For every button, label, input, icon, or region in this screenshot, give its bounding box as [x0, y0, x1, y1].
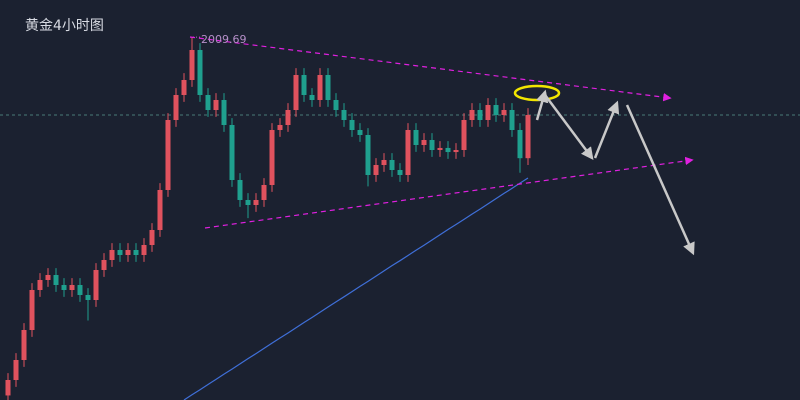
- candle-body: [277, 125, 283, 130]
- resistance-line: [189, 36, 672, 102]
- candle-body: [61, 285, 67, 290]
- candle-body: [173, 95, 179, 120]
- candle-body: [317, 75, 323, 100]
- candle-body: [445, 147, 451, 153]
- candle-body: [325, 75, 331, 100]
- chart-title: 黄金4小时图: [25, 17, 104, 34]
- candle-body: [101, 260, 107, 270]
- candle-body: [517, 130, 523, 159]
- candle-body: [397, 170, 403, 175]
- arrow: [593, 100, 620, 159]
- arrow: [625, 104, 695, 256]
- candle-body: [349, 120, 355, 130]
- candle-body: [165, 120, 171, 190]
- candle-body: [53, 275, 59, 285]
- candle-body: [493, 105, 499, 115]
- candle-body: [141, 245, 147, 255]
- candle-body: [85, 295, 91, 300]
- candle-body: [453, 150, 459, 153]
- candle-body: [29, 290, 35, 330]
- candle-body: [357, 130, 363, 135]
- candle-body: [5, 380, 11, 396]
- candle-body: [301, 75, 307, 95]
- candle-body: [93, 270, 99, 300]
- candle-body: [213, 100, 219, 110]
- candle-body: [469, 110, 475, 120]
- candle-body: [525, 115, 531, 159]
- candle-body: [365, 135, 371, 175]
- candle-body: [13, 360, 19, 380]
- arrow: [543, 94, 594, 161]
- candle-body: [405, 130, 411, 175]
- candle-body: [245, 200, 251, 205]
- candle-body: [197, 50, 203, 95]
- candle-body: [229, 125, 235, 180]
- candle-body: [221, 100, 227, 125]
- candle-body: [205, 95, 211, 110]
- moving-average: [183, 177, 529, 400]
- candle-body: [133, 250, 139, 255]
- candle-body: [341, 110, 347, 120]
- candle-body: [285, 110, 291, 125]
- candle-body: [293, 75, 299, 110]
- highlight-ellipse: [513, 84, 561, 102]
- support-line: [204, 156, 694, 229]
- candle-body: [21, 330, 27, 360]
- arrow: [535, 89, 549, 121]
- candle-body: [149, 230, 155, 245]
- candle-body: [437, 147, 443, 150]
- candle-body: [485, 105, 491, 120]
- candle-body: [477, 110, 483, 120]
- candle-body: [413, 130, 419, 145]
- candle-body: [389, 160, 395, 170]
- candle-body: [157, 190, 163, 230]
- candle-body: [421, 140, 427, 145]
- candle-body: [125, 250, 131, 255]
- candle-body: [109, 250, 115, 260]
- candle-body: [181, 80, 187, 95]
- candle-body: [69, 285, 75, 290]
- candle-body: [117, 250, 123, 255]
- candle-body: [77, 285, 83, 295]
- candle-body: [237, 180, 243, 200]
- candle-body: [45, 275, 51, 280]
- candle-body: [501, 110, 507, 115]
- candle-body: [461, 120, 467, 150]
- candle-body: [373, 165, 379, 175]
- candle-body: [429, 140, 435, 150]
- candle-body: [261, 185, 267, 200]
- candle-body: [269, 130, 275, 185]
- peak-label: 2009.69: [201, 33, 247, 46]
- candle-body: [381, 160, 387, 165]
- candle-body: [189, 50, 195, 80]
- candle-body: [509, 110, 515, 130]
- candles: [5, 36, 531, 400]
- candle-body: [333, 100, 339, 110]
- candle-body: [253, 200, 259, 205]
- candle-body: [309, 95, 315, 100]
- candle-body: [37, 280, 43, 290]
